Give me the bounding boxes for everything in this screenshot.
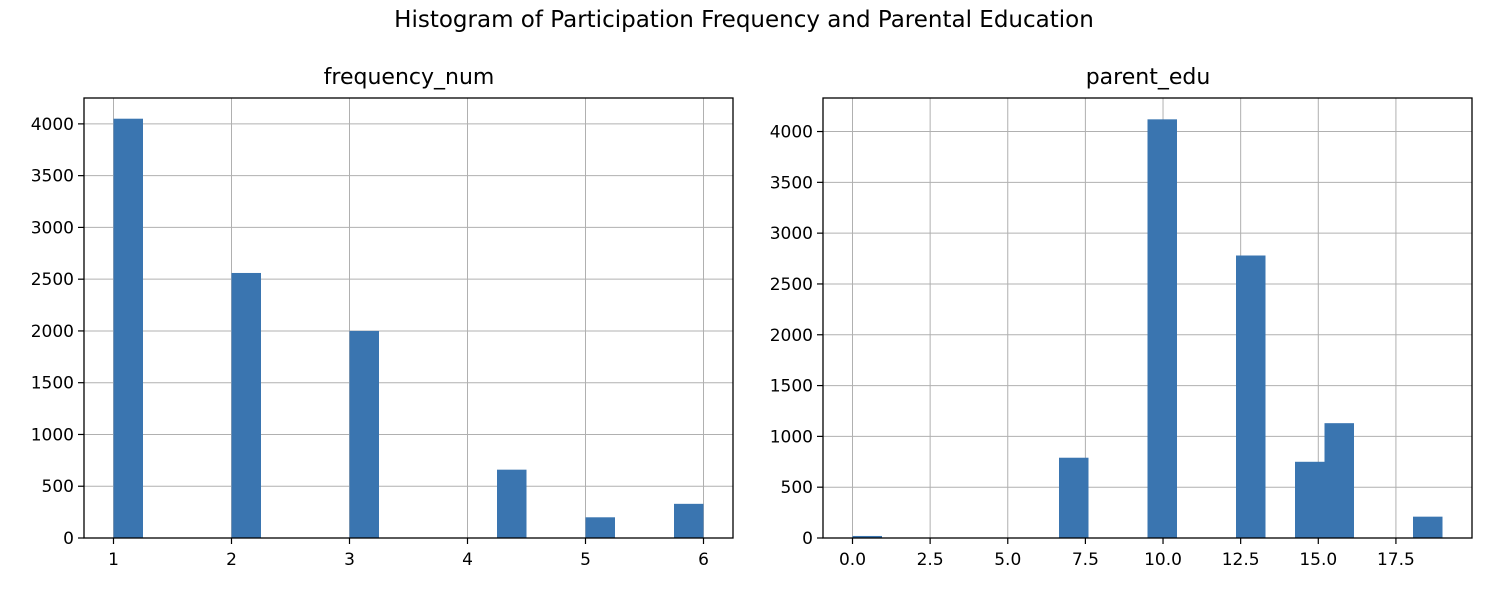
xtick-label-parent-edu-3: 7.5 [1072, 550, 1099, 570]
bar-parent-edu-5 [1324, 423, 1354, 538]
ytick-label-frequency-num-5: 2500 [31, 270, 74, 290]
bar-frequency-num-3 [497, 469, 527, 538]
bars-frequency-num [113, 118, 704, 539]
ytick-label-frequency-num-7: 3500 [31, 167, 74, 187]
histogram-frequency-num: frequency_num 1 2 3 4 5 6 0 500 1000 1500 2000 2500… [31, 65, 734, 570]
xtick-label-parent-edu-5: 12.5 [1222, 550, 1260, 570]
xtick-label-parent-edu-7: 17.5 [1377, 550, 1415, 570]
ytick-label-parent-edu-1: 500 [781, 478, 813, 498]
figure-title: Histogram of Participation Frequency and… [394, 7, 1094, 33]
bar-frequency-num-0 [113, 118, 143, 539]
ytick-label-frequency-num-4: 2000 [31, 322, 74, 342]
ytick-label-parent-edu-6: 3000 [770, 224, 813, 244]
ytick-label-frequency-num-8: 4000 [31, 115, 74, 135]
xtick-label-parent-edu-6: 15.0 [1299, 550, 1337, 570]
bar-parent-edu-0 [852, 535, 882, 538]
axes-frame-parent-edu [822, 97, 1473, 539]
ytick-label-parent-edu-2: 1000 [770, 427, 813, 447]
ytick-label-frequency-num-6: 3000 [31, 218, 74, 238]
bar-parent-edu-6 [1413, 516, 1443, 538]
bar-parent-edu-4 [1295, 461, 1325, 538]
xtick-label-frequency-num-4: 5 [580, 550, 591, 570]
xtick-label-parent-edu-4: 10.0 [1144, 550, 1182, 570]
ytick-label-parent-edu-3: 1500 [770, 377, 813, 397]
bar-frequency-num-2 [349, 330, 379, 538]
bar-parent-edu-1 [1059, 457, 1089, 538]
bar-frequency-num-1 [231, 272, 261, 538]
ytick-label-frequency-num-1: 500 [42, 477, 74, 497]
xtick-label-frequency-num-2: 3 [344, 550, 355, 570]
ticks-frequency-num: 1 2 3 4 5 6 0 500 1000 1500 2000 2500 3000 3500 4000 [31, 115, 709, 570]
ytick-label-frequency-num-3: 1500 [31, 374, 74, 394]
xtick-label-parent-edu-0: 0.0 [839, 550, 866, 570]
xtick-label-frequency-num-0: 1 [108, 550, 119, 570]
ytick-label-parent-edu-5: 2500 [770, 275, 813, 295]
xtick-label-parent-edu-2: 5.0 [994, 550, 1021, 570]
xtick-label-frequency-num-3: 4 [462, 550, 473, 570]
xtick-label-parent-edu-1: 2.5 [917, 550, 944, 570]
subplot-title-parent-edu: parent_edu [1086, 65, 1211, 90]
bar-parent-edu-2 [1147, 119, 1177, 539]
bar-frequency-num-4 [585, 517, 615, 538]
xtick-label-frequency-num-5: 6 [698, 550, 709, 570]
bar-frequency-num-5 [674, 503, 704, 538]
ticks-parent-edu: 0.0 2.5 5.0 7.5 10.0 12.5 15.0 17.5 0 500 1000 1500… [770, 123, 1415, 570]
ytick-label-parent-edu-4: 2000 [770, 326, 813, 346]
axes-frame-frequency-num [83, 97, 734, 539]
subplot-title-frequency-num: frequency_num [324, 65, 495, 90]
ytick-label-frequency-num-2: 1000 [31, 425, 74, 445]
xtick-label-frequency-num-1: 2 [226, 550, 237, 570]
histogram-parent-edu: parent_edu 0.0 2.5 5.0 7.5 10.0 12.5 15.0 17.50… [770, 65, 1473, 570]
bars-parent-edu [852, 119, 1443, 539]
bar-parent-edu-3 [1236, 255, 1266, 538]
ytick-label-parent-edu-7: 3500 [770, 173, 813, 193]
ytick-label-frequency-num-0: 0 [63, 529, 74, 549]
ytick-label-parent-edu-8: 4000 [770, 123, 813, 143]
ytick-label-parent-edu-0: 0 [802, 529, 813, 549]
